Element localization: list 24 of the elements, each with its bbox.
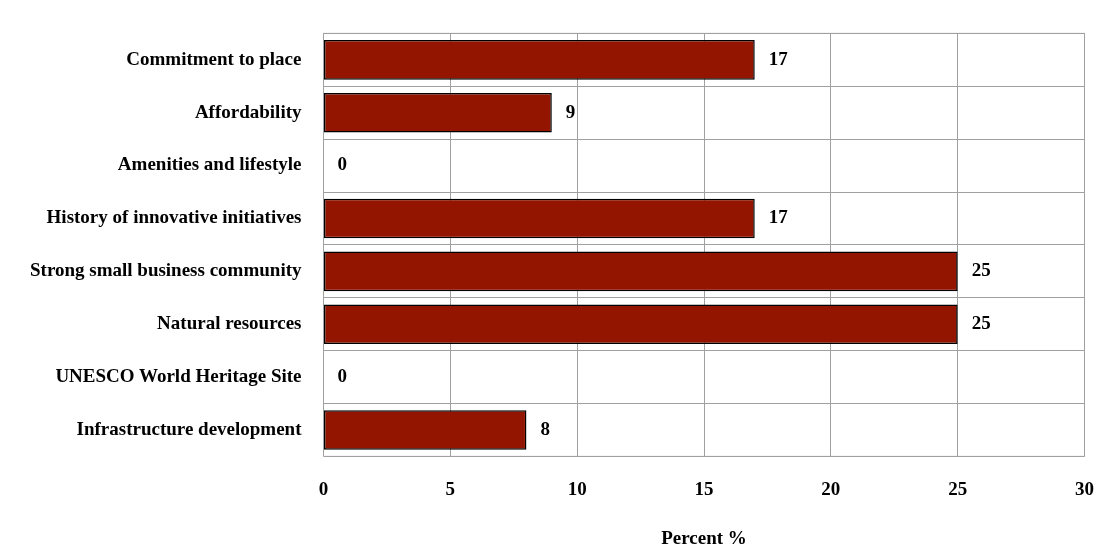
data-label: 25 bbox=[971, 312, 991, 334]
data-label: 8 bbox=[540, 417, 550, 439]
data-label: 0 bbox=[337, 153, 347, 175]
x-tick-label: 30 bbox=[1075, 477, 1094, 499]
data-label: 17 bbox=[768, 206, 789, 228]
x-tick-label: 20 bbox=[821, 477, 841, 499]
x-tick-label: 10 bbox=[567, 477, 587, 499]
y-tick-label: Infrastructure development bbox=[76, 417, 303, 439]
data-label: 9 bbox=[565, 100, 576, 122]
y-tick-label: Natural resources bbox=[157, 312, 302, 334]
y-tick-label: Commitment to place bbox=[126, 47, 302, 69]
x-tick-label: 0 bbox=[318, 477, 329, 499]
x-axis-title: Percent % bbox=[661, 526, 747, 548]
y-tick-label: Strong small business community bbox=[29, 259, 302, 281]
x-tick-label: 5 bbox=[445, 477, 456, 499]
data-label: 25 bbox=[971, 259, 991, 281]
y-tick-label: Affordability bbox=[194, 100, 302, 122]
data-label: 17 bbox=[768, 47, 789, 69]
y-tick-label: UNESCO World Heritage Site bbox=[55, 364, 302, 386]
data-label: 0 bbox=[337, 364, 347, 386]
y-tick-label: Amenities and lifestyle bbox=[117, 153, 302, 175]
y-tick-label: History of innovative initiatives bbox=[46, 206, 302, 228]
x-tick-label: 15 bbox=[694, 477, 714, 499]
x-tick-label: 25 bbox=[948, 477, 968, 499]
